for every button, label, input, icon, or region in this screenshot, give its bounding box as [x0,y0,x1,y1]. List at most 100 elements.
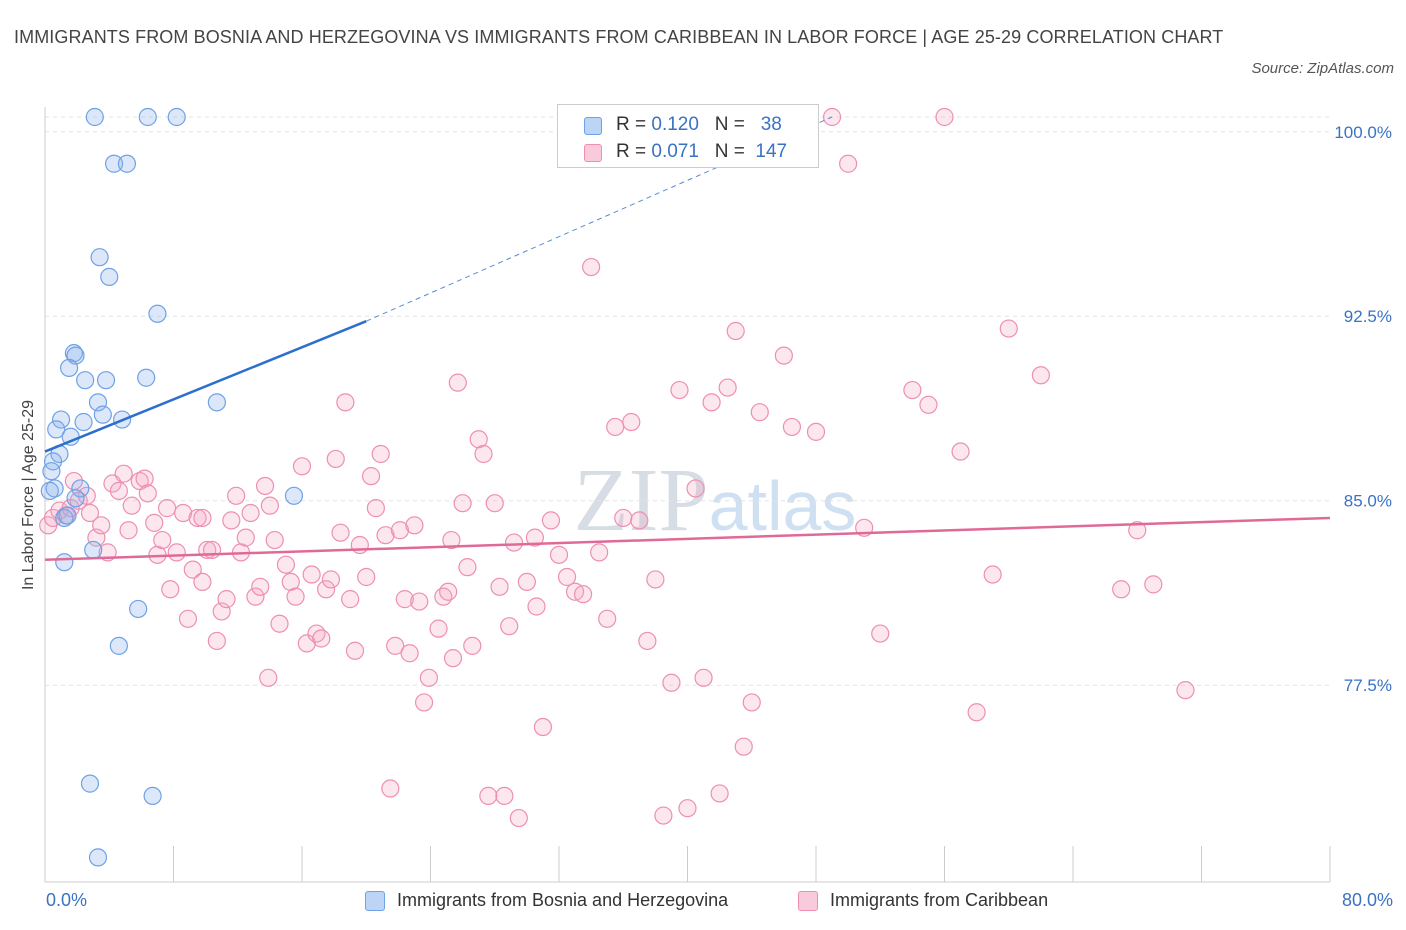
caribbean-point [312,629,331,648]
bosnia-point [85,107,104,127]
caribbean-point [386,636,405,655]
caribbean-point [361,467,381,486]
bosnia-point [104,154,124,173]
caribbean-point [217,590,236,609]
caribbean-point [251,577,270,596]
caribbean-point [606,417,625,437]
caribbean-point [145,513,164,532]
caribbean-point [302,565,321,584]
caribbean-point [654,806,673,825]
caribbean-point [236,528,255,547]
caribbean-point [345,641,365,660]
caribbean-point [1144,575,1163,594]
caribbean-point [109,481,128,500]
caribbean-point [549,545,569,564]
caribbean-point [122,496,141,515]
caribbean-point [193,508,212,528]
caribbean-point [871,624,890,643]
caribbean-point [983,565,1002,584]
caribbean-point [622,412,641,432]
bosnia-trend-line [44,320,367,453]
caribbean-point [193,572,212,592]
caribbean-point [153,530,172,550]
caribbean-point [734,737,753,756]
caribbean-point [630,511,649,530]
bosnia-point [71,479,90,498]
y-axis-label: In Labor Force | Age 25-29 [20,399,37,591]
caribbean-point [157,499,177,518]
caribbean-point [395,590,414,609]
bosnia-point [40,481,59,500]
caribbean-point [381,779,400,798]
caribbean-point [638,631,657,651]
caribbean-point [1128,521,1147,540]
caribbean-trend-line [44,516,1331,562]
y-tick-label: 100.0% [1334,123,1392,142]
caribbean-point [292,457,312,476]
caribbean-point [265,530,284,550]
caribbean-point [504,533,524,552]
caribbean-point [533,717,553,737]
caribbean-point [316,580,336,599]
legend-r-value: 0.071 [651,141,699,162]
y-tick-label: 92.5% [1344,307,1392,326]
caribbean-point [183,560,202,579]
caribbean-point [726,321,745,341]
caribbean-point [490,577,509,596]
legend-n-value: 38 [760,114,782,135]
caribbean-point [119,521,138,540]
caribbean-point [742,693,761,712]
caribbean-point [662,673,681,692]
caribbean-point [161,580,180,599]
caribbean-point [255,476,275,496]
bosnia-point [42,462,61,481]
bosnia-point [84,540,103,560]
caribbean-point [1176,681,1195,700]
caribbean-point [614,508,633,528]
bosnia-point [100,267,119,286]
caribbean-point [495,786,514,806]
caribbean-point [321,570,341,589]
caribbean-point [419,668,438,687]
caribbean-point [174,503,193,523]
caribbean-point [774,346,793,365]
caribbean-point [903,380,922,400]
caribbean-point [414,693,434,712]
caribbean-point [1031,366,1050,385]
caribbean-point [341,590,360,609]
caribbean-point [178,609,198,628]
caribbean-point [376,526,395,545]
caribbean-point [246,587,265,606]
y-tick-label: 77.5% [1344,676,1392,695]
caribbean-point [500,617,519,636]
caribbean-point [241,503,260,523]
bosnia-point [143,786,162,806]
caribbean-point [202,540,222,560]
caribbean-point [702,393,721,412]
caribbean-point [357,567,376,587]
legend-r-label: R = [616,141,652,162]
gridlines [45,116,1330,686]
caribbean-point [710,784,729,803]
caribbean-point [999,319,1018,338]
caribbean-point [281,572,300,592]
caribbean-point [1112,580,1131,599]
caribbean-point [400,644,419,663]
caribbean-point [839,154,858,173]
bosnia-point [80,774,100,793]
y-tick-labels: 77.5% 85.0% 92.5% 100.0% [1334,123,1392,695]
caribbean-point [458,558,477,577]
caribbean-point [694,668,713,687]
caribbean-point [227,486,246,505]
x-tick-label-max: 80.0% [1341,890,1393,910]
legend-swatch-pink [584,144,602,162]
caribbean-point [806,422,826,441]
bottom-legend-swatch-blue [365,891,385,911]
caribbean-point [517,572,536,592]
caribbean-point [259,668,278,687]
caribbean-point [326,449,345,469]
bosnia-point [74,412,93,432]
bosnia-point [207,393,226,412]
legend-n-label: N = [714,141,751,162]
caribbean-point [646,570,665,589]
